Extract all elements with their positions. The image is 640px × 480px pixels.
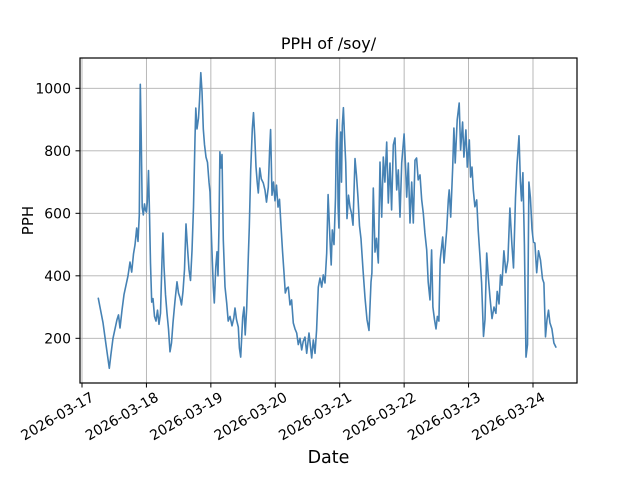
y-tick-label: 200 [44, 331, 71, 347]
y-tick-label: 400 [44, 269, 71, 285]
y-tick-label: 800 [44, 144, 71, 160]
y-tick-label: 1000 [35, 81, 71, 97]
x-tick-label: 2026-03-24 [470, 390, 549, 445]
tick-marks [75, 87, 534, 388]
plot-border [79, 57, 578, 384]
pph-series-line [97, 71, 557, 370]
x-axis-label: Date [308, 448, 350, 468]
y-axis-label: PPH [19, 206, 37, 235]
chart-title: PPH of /soy/ [281, 34, 377, 53]
y-tick-label: 600 [44, 206, 71, 222]
